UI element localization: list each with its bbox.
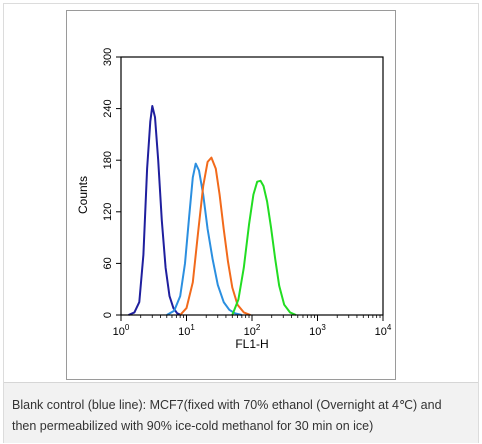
y-tick-label: 240 <box>102 99 114 117</box>
y-tick-label: 0 <box>102 312 114 318</box>
x-axis-label: FL1-H <box>235 337 268 351</box>
x-tick-label: 103 <box>309 323 326 338</box>
caption-line-1: Blank control (blue line): MCF7(fixed wi… <box>12 398 442 412</box>
y-axis: 0 60 120 180 240 300 <box>102 48 121 318</box>
caption-box: Blank control (blue line): MCF7(fixed wi… <box>4 382 478 443</box>
figure: 0 60 120 180 240 300 100 101 102 103 104 Counts F… <box>3 3 479 443</box>
x-tick-label: 104 <box>375 323 392 338</box>
histogram-chart: 0 60 120 180 240 300 100 101 102 103 104 Counts F… <box>76 48 392 351</box>
series-2-line <box>166 162 243 316</box>
plot-panel: 0 60 120 180 240 300 100 101 102 103 104 Counts F… <box>66 10 396 380</box>
series-4-line <box>231 179 297 316</box>
x-tick-label: 100 <box>113 323 130 338</box>
y-tick-label: 120 <box>102 203 114 221</box>
y-tick-label: 60 <box>102 257 114 269</box>
y-axis-label: Counts <box>76 176 90 214</box>
y-tick-label: 300 <box>102 48 114 66</box>
caption-line-2: then permeabilized with 90% ice-cold met… <box>12 419 374 433</box>
y-tick-label: 180 <box>102 151 114 169</box>
series-1-line <box>128 105 182 316</box>
x-tick-label: 102 <box>244 323 261 338</box>
x-axis: 100 101 102 103 104 <box>113 315 392 338</box>
x-tick-label: 101 <box>178 323 195 338</box>
series-3-line <box>179 156 251 316</box>
caption-text: Blank control (blue line): MCF7(fixed wi… <box>12 395 472 437</box>
series-layer <box>128 105 297 316</box>
